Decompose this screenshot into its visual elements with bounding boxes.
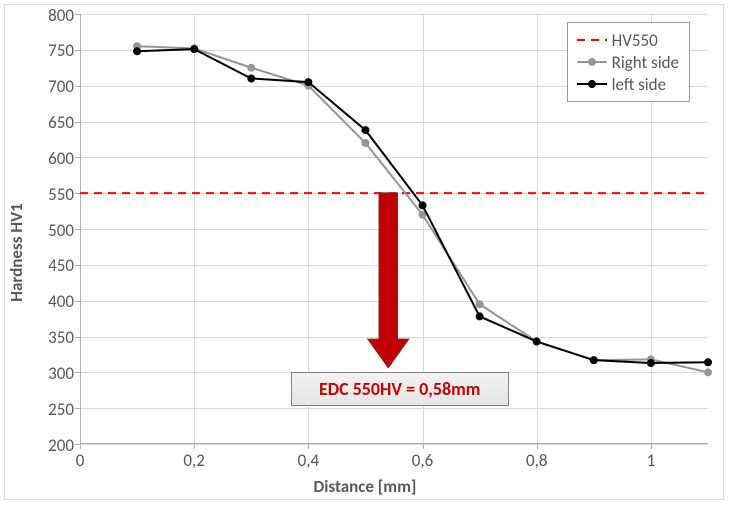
y-axis-title: Hardness HV1	[6, 0, 26, 505]
x-tick-label: 1	[636, 450, 666, 471]
marker	[304, 78, 312, 86]
legend-label: Right side	[612, 52, 679, 73]
annotation-box: EDC 550HV = 0,58mm	[291, 372, 509, 406]
x-tick-label: 0,8	[522, 450, 552, 471]
y-tick-label: 400	[48, 291, 74, 312]
marker	[361, 126, 369, 134]
edc-arrow	[368, 193, 408, 367]
marker	[247, 75, 255, 83]
y-tick-label: 500	[48, 220, 74, 241]
legend: HV550Right sideleft side	[567, 22, 690, 102]
x-tick	[308, 444, 309, 449]
marker	[133, 47, 141, 55]
x-tick-label: 0,4	[293, 450, 323, 471]
annotation-text: EDC 550HV = 0,58mm	[319, 378, 481, 400]
marker	[647, 359, 655, 367]
y-tick-label: 550	[48, 184, 74, 205]
x-tick-label: 0,6	[408, 450, 438, 471]
x-tick	[651, 444, 652, 449]
y-tick-label: 750	[48, 40, 74, 61]
y-axis-title-text: Hardness HV1	[6, 203, 27, 302]
y-tick-label: 450	[48, 255, 74, 276]
x-tick-label: 0	[65, 450, 95, 471]
legend-swatch	[576, 29, 608, 51]
y-tick-label: 800	[48, 5, 74, 26]
marker	[190, 45, 198, 53]
y-tick-label: 300	[48, 363, 74, 384]
marker	[361, 139, 369, 147]
marker	[704, 358, 712, 366]
y-tick-label: 700	[48, 76, 74, 97]
legend-item: Right side	[576, 51, 679, 73]
marker	[590, 356, 598, 364]
legend-item: left side	[576, 73, 679, 95]
y-tick-label: 250	[48, 399, 74, 420]
x-tick	[194, 444, 195, 449]
y-tick-label: 650	[48, 112, 74, 133]
x-tick-label: 0,2	[179, 450, 209, 471]
x-axis-title-text: Distance [mm]	[314, 476, 417, 497]
marker	[533, 338, 541, 346]
x-tick	[423, 444, 424, 449]
x-tick	[537, 444, 538, 449]
gridline-h	[80, 444, 708, 445]
legend-swatch	[576, 73, 608, 95]
marker	[704, 368, 712, 376]
marker	[476, 312, 484, 320]
marker	[247, 64, 255, 72]
y-tick-label: 600	[48, 148, 74, 169]
marker	[476, 300, 484, 308]
x-tick	[80, 444, 81, 449]
legend-swatch	[576, 51, 608, 73]
y-tick-label: 350	[48, 327, 74, 348]
marker	[419, 201, 427, 209]
x-axis-title: Distance [mm]	[0, 476, 730, 497]
legend-item: HV550	[576, 29, 679, 51]
legend-label: left side	[612, 74, 666, 95]
legend-label: HV550	[612, 30, 658, 51]
